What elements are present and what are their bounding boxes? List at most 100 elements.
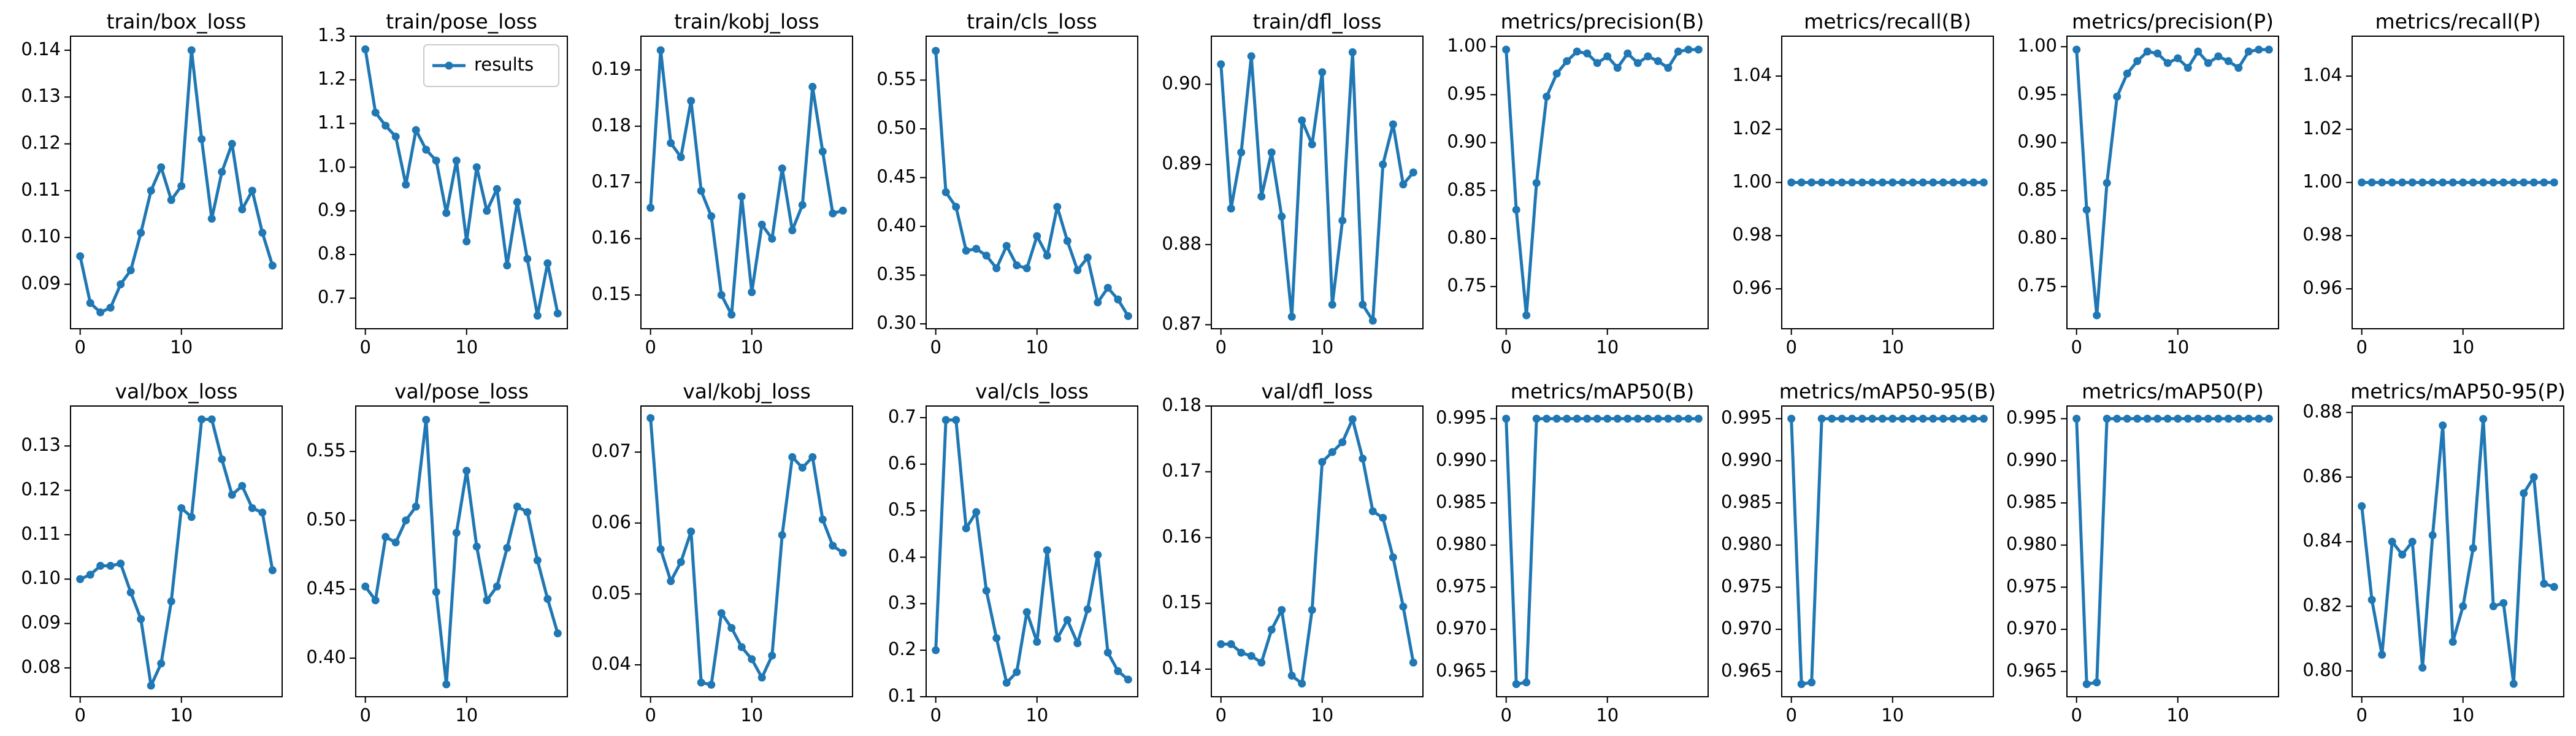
data-point xyxy=(442,680,451,689)
data-point xyxy=(2428,531,2437,540)
axes-frame xyxy=(926,405,1138,697)
data-point xyxy=(126,588,135,597)
data-point xyxy=(1848,178,1857,186)
data-point xyxy=(727,624,736,632)
data-point xyxy=(2174,415,2182,423)
data-point xyxy=(472,163,481,172)
x-tick-label: 10 xyxy=(740,705,763,726)
data-point xyxy=(687,96,696,105)
data-point xyxy=(432,156,440,165)
y-tick-label: 0.19 xyxy=(591,58,631,79)
data-point xyxy=(412,502,420,511)
data-point xyxy=(778,531,786,539)
data-point xyxy=(207,415,216,424)
data-point xyxy=(1063,616,1071,624)
data-point xyxy=(1348,415,1357,423)
data-point xyxy=(2163,415,2172,423)
data-point xyxy=(1583,415,1592,423)
data-point xyxy=(2408,178,2417,186)
data-point xyxy=(2469,544,2477,553)
data-point xyxy=(1898,178,1907,186)
data-point xyxy=(483,596,491,605)
x-tick-label: 0 xyxy=(1215,337,1226,358)
data-point xyxy=(1929,178,1938,186)
data-point xyxy=(1033,638,1041,646)
data-point xyxy=(1022,264,1031,272)
data-point xyxy=(197,135,206,144)
y-tick-label: 0.985 xyxy=(1721,491,1772,512)
data-point xyxy=(1593,59,1601,67)
subplot: metrics/recall(B) 0.96 0.98 1.00 1.02 1.04 0 10 xyxy=(1732,10,1994,358)
data-point xyxy=(513,198,521,207)
data-point xyxy=(1898,415,1907,423)
subplot: metrics/mAP50-95(B) 0.965 0.970 0.975 0.980 0… xyxy=(1721,380,1996,726)
chart-title: val/box_loss xyxy=(115,380,238,404)
data-point xyxy=(1328,448,1336,456)
data-point xyxy=(1817,178,1826,186)
data-point xyxy=(523,508,532,516)
data-point xyxy=(86,570,94,579)
data-point xyxy=(1124,675,1132,684)
x-tick-label: 0 xyxy=(2071,337,2082,358)
y-tick-label: 1.2 xyxy=(318,68,346,89)
data-point xyxy=(737,643,746,651)
y-tick-label: 0.14 xyxy=(1162,657,1202,678)
data-point xyxy=(2418,664,2427,672)
data-point xyxy=(1298,680,1306,688)
data-point xyxy=(1013,668,1021,677)
data-point xyxy=(972,508,981,516)
data-point xyxy=(2459,602,2467,611)
y-tick-label: 0.04 xyxy=(591,653,631,674)
data-point xyxy=(442,209,451,217)
data-point xyxy=(1318,458,1327,466)
data-point xyxy=(1949,415,1958,423)
data-point xyxy=(1674,415,1682,423)
legend-label: results xyxy=(474,54,534,75)
data-point xyxy=(717,291,726,299)
data-point xyxy=(2358,178,2366,186)
data-point xyxy=(2529,178,2538,186)
x-tick-label: 0 xyxy=(74,705,85,726)
subplot: train/cls_loss 0.30 0.35 0.40 0.45 0.50 0.55 0 1… xyxy=(876,10,1138,358)
data-point xyxy=(2428,178,2437,186)
data-point xyxy=(432,588,440,596)
data-point xyxy=(2072,45,2081,54)
y-tick-label: 0.985 xyxy=(1436,491,1487,512)
subplot: metrics/mAP50(B) 0.965 0.970 0.975 0.980 0.98… xyxy=(1436,380,1709,726)
data-point xyxy=(1959,415,1968,423)
data-point xyxy=(462,467,471,475)
data-point xyxy=(2358,502,2366,510)
y-tick-label: 0.970 xyxy=(2006,618,2057,638)
data-point xyxy=(727,310,736,319)
data-point xyxy=(1399,602,1408,611)
data-point xyxy=(2224,57,2233,66)
data-point xyxy=(1043,546,1051,554)
x-tick-label: 0 xyxy=(359,337,370,358)
data-point xyxy=(2255,415,2263,423)
x-tick-label: 10 xyxy=(1881,705,1904,726)
data-point xyxy=(371,109,380,117)
data-point xyxy=(778,164,786,173)
data-point xyxy=(1654,415,1662,423)
y-tick-label: 0.5 xyxy=(888,499,916,520)
chart-title: val/pose_loss xyxy=(394,380,529,404)
data-point xyxy=(2194,47,2202,56)
data-point xyxy=(2264,45,2273,54)
y-tick-label: 0.17 xyxy=(591,171,631,192)
y-tick-label: 0.09 xyxy=(21,272,61,293)
x-tick-label: 0 xyxy=(359,705,370,726)
y-tick-label: 1.00 xyxy=(2302,171,2342,192)
y-tick-label: 1.00 xyxy=(1447,35,1487,56)
legend-marker xyxy=(445,61,453,70)
data-point xyxy=(2103,415,2111,423)
data-point xyxy=(1909,178,1917,186)
axes-frame xyxy=(1211,405,1424,697)
data-point xyxy=(2183,415,2192,423)
data-point xyxy=(1359,454,1367,463)
data-point xyxy=(1502,45,1511,54)
data-point xyxy=(2388,537,2396,546)
data-point xyxy=(117,559,125,568)
x-tick-label: 0 xyxy=(2071,705,2082,726)
data-point xyxy=(137,615,145,623)
data-point xyxy=(941,416,950,424)
